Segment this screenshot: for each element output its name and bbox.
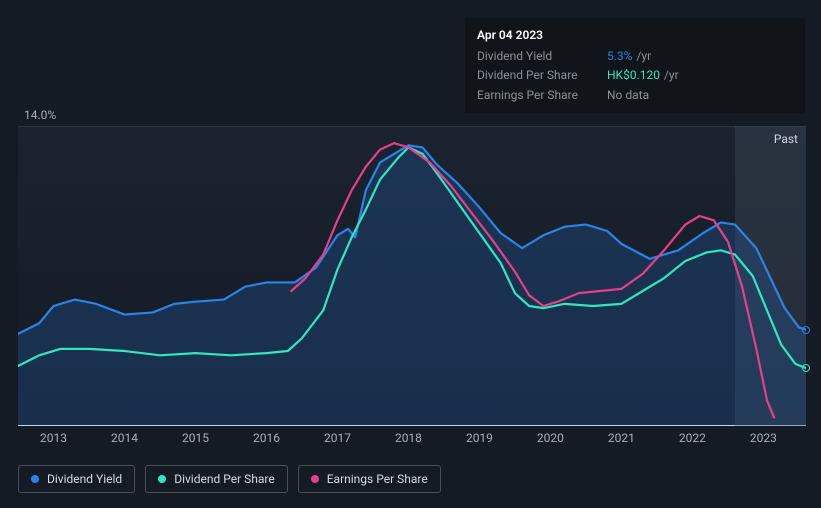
series-end-marker bbox=[802, 326, 810, 334]
x-tick: 2021 bbox=[608, 431, 635, 445]
legend-label: Dividend Per Share bbox=[174, 472, 275, 486]
tooltip-row-label: Earnings Per Share bbox=[477, 86, 607, 105]
legend-item[interactable]: Dividend Per Share bbox=[145, 465, 288, 493]
x-tick: 2019 bbox=[466, 431, 493, 445]
legend-label: Dividend Yield bbox=[47, 472, 122, 486]
x-tick: 2023 bbox=[750, 431, 777, 445]
tooltip-row-value: HK$0.120 bbox=[607, 66, 660, 85]
chart-area[interactable]: Past bbox=[18, 126, 806, 426]
tooltip-row-value: 5.3% bbox=[607, 47, 632, 66]
x-tick: 2015 bbox=[182, 431, 209, 445]
legend-swatch-icon bbox=[158, 475, 166, 483]
x-tick: 2022 bbox=[679, 431, 706, 445]
x-tick: 2017 bbox=[324, 431, 351, 445]
legend: Dividend Yield Dividend Per Share Earnings… bbox=[18, 465, 441, 493]
x-tick: 2018 bbox=[395, 431, 422, 445]
chart-lines bbox=[18, 126, 806, 426]
y-axis-label-max: 14.0% bbox=[24, 108, 56, 122]
tooltip-row: Dividend Yield5.3% /yr bbox=[477, 47, 793, 66]
tooltip-date: Apr 04 2023 bbox=[477, 26, 793, 45]
x-tick: 2014 bbox=[111, 431, 138, 445]
x-axis: 2013 2014 2015 2016 2017 2018 2019 2020 2021 2022… bbox=[18, 430, 806, 446]
hover-tooltip: Apr 04 2023 Dividend Yield5.3%/yrDividen… bbox=[465, 18, 805, 113]
legend-item[interactable]: Dividend Yield bbox=[18, 465, 135, 493]
legend-swatch-icon bbox=[311, 475, 319, 483]
series-end-marker bbox=[802, 364, 810, 372]
legend-swatch-icon bbox=[31, 475, 39, 483]
tooltip-row-unit: /yr bbox=[664, 66, 679, 85]
x-tick: 2016 bbox=[253, 431, 280, 445]
legend-label: Earnings Per Share bbox=[327, 472, 428, 486]
tooltip-row: Dividend Per ShareHK$0.120/yr bbox=[477, 66, 793, 85]
tooltip-row-value: No data bbox=[607, 86, 649, 105]
x-tick: 2020 bbox=[537, 431, 564, 445]
tooltip-row-unit: /yr bbox=[636, 47, 651, 66]
tooltip-row: Earnings Per ShareNo data bbox=[477, 86, 793, 105]
tooltip-row-label: Dividend Per Share bbox=[477, 66, 607, 85]
x-tick: 2013 bbox=[40, 431, 67, 445]
tooltip-row-label: Dividend Yield bbox=[477, 47, 607, 66]
legend-item[interactable]: Earnings Per Share bbox=[298, 465, 441, 493]
